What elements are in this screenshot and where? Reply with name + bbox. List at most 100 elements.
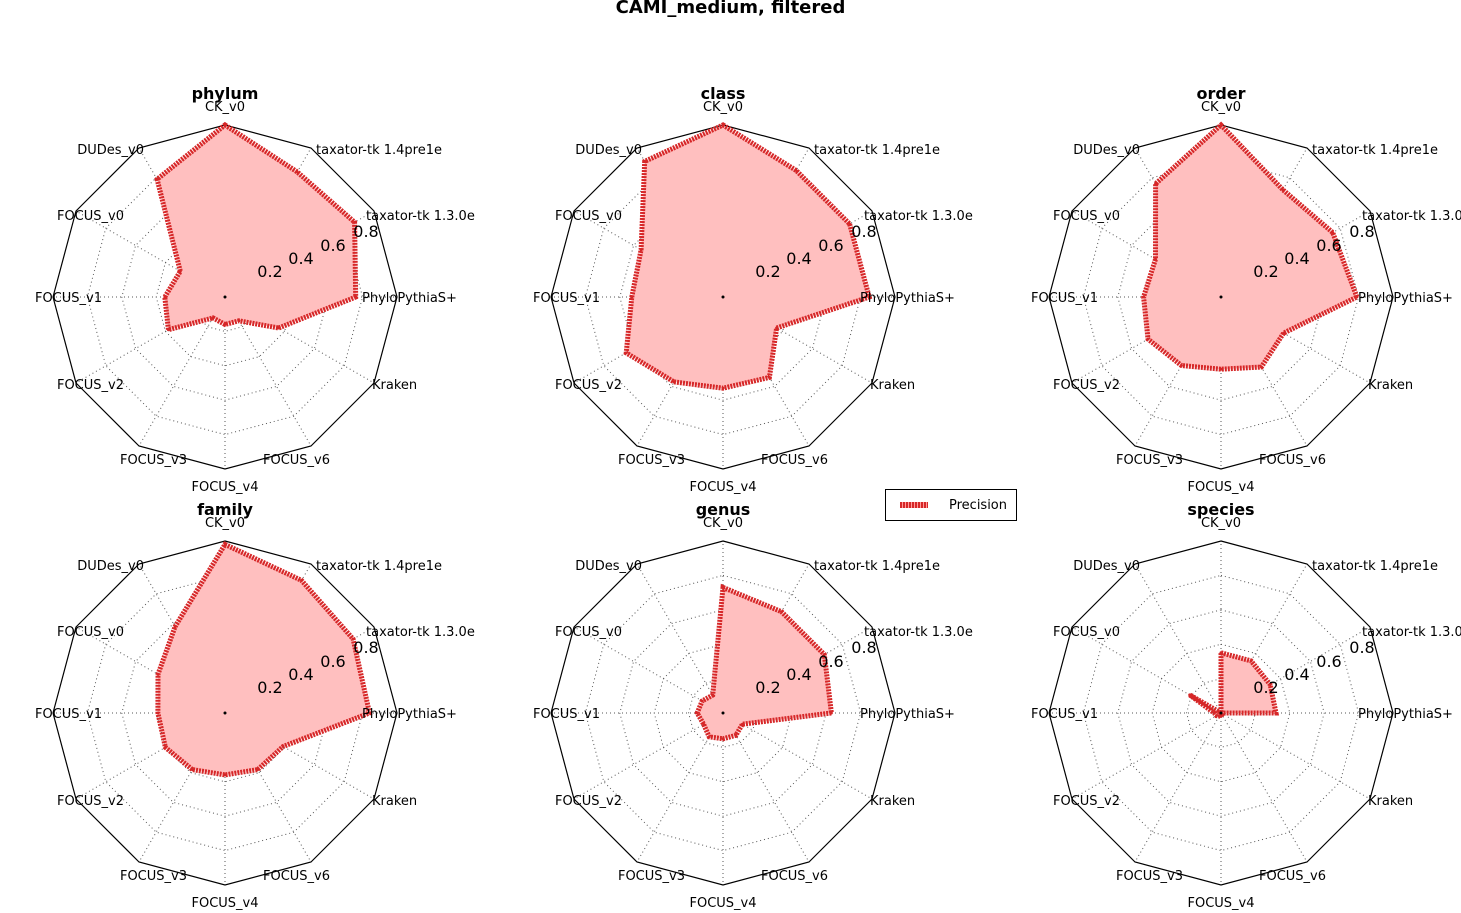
grid-spoke-5 [1220, 712, 1371, 800]
radial-tick-label: 0.8 [851, 638, 876, 657]
data-point-3 [1268, 683, 1272, 687]
series-fill-precision [697, 587, 832, 739]
axis-label: FOCUS_v0 [555, 209, 622, 224]
axis-label: FOCUS_v1 [533, 707, 600, 722]
data-point-12 [711, 693, 715, 697]
radial-tick-label: 0.6 [320, 652, 345, 671]
data-point-9 [624, 351, 628, 355]
data-point-5 [775, 326, 779, 330]
data-point-8 [672, 380, 676, 384]
data-point-4 [368, 711, 371, 715]
radial-tick-label: 0.8 [353, 222, 378, 241]
grid-spoke-6 [722, 712, 810, 863]
data-point-10 [1212, 711, 1216, 715]
data-point-1 [721, 585, 725, 589]
grid-ring-3 [1117, 193, 1325, 401]
data-point-12 [155, 177, 159, 181]
axis-label: CK_v0 [1201, 100, 1241, 115]
axis-label: taxator-tk 1.4pre1e [316, 559, 442, 574]
axis-label: FOCUS_v2 [57, 794, 124, 809]
data-point-6 [734, 733, 738, 737]
grid-spoke-12 [636, 563, 724, 714]
grid-ring-4 [584, 158, 862, 436]
axis-label: DUDes_v0 [1073, 143, 1140, 158]
data-point-1 [223, 123, 227, 127]
radar-center [1219, 295, 1223, 299]
panel-title: family [197, 500, 253, 519]
axis-label: FOCUS_v1 [1031, 707, 1098, 722]
axis-label: taxator-tk 1.3.0e [1362, 209, 1461, 224]
axis-label: CK_v0 [1201, 516, 1241, 531]
panel-title: species [1187, 500, 1254, 519]
data-point-4 [1355, 295, 1359, 299]
axis-label: FOCUS_v3 [1116, 453, 1183, 468]
axis-label: FOCUS_v0 [555, 625, 622, 640]
axis-label: CK_v0 [205, 100, 245, 115]
panel-title: phylum [192, 84, 259, 103]
data-point-8 [707, 735, 711, 739]
axis-label: FOCUS_v2 [555, 794, 622, 809]
data-point-2 [794, 168, 798, 172]
grid-ring-4 [584, 574, 862, 852]
series-fill-precision [157, 544, 370, 775]
axis-label: DUDes_v0 [77, 559, 144, 574]
radial-tick-label: 0.6 [1316, 652, 1341, 671]
axis-label: taxator-tk 1.4pre1e [814, 559, 940, 574]
panel-title: genus [696, 500, 751, 519]
data-point-8 [190, 768, 194, 772]
data-point-9 [166, 328, 170, 332]
legend-label-precision: Precision [949, 498, 1008, 513]
axis-label: FOCUS_v4 [1187, 480, 1254, 495]
axis-label: FOCUS_v4 [689, 896, 756, 911]
radar-center [721, 711, 725, 715]
axis-label: taxator-tk 1.4pre1e [316, 143, 442, 158]
data-point-6 [1259, 365, 1263, 369]
axis-label: FOCUS_v3 [1116, 869, 1183, 884]
data-point-2 [780, 610, 783, 614]
axis-label: Kraken [870, 378, 915, 393]
data-point-5 [277, 326, 281, 330]
radar-frame [1048, 540, 1394, 886]
axis-label: PhyloPythiaS+ [1358, 291, 1453, 306]
data-point-7 [1219, 367, 1223, 371]
axis-label: taxator-tk 1.4pre1e [1312, 559, 1438, 574]
data-point-3 [1331, 231, 1335, 234]
axis-label: FOCUS_v3 [120, 453, 187, 468]
axis-label: FOCUS_v4 [191, 896, 258, 911]
data-point-9 [163, 745, 167, 749]
data-point-10 [156, 711, 160, 715]
data-point-8 [211, 316, 215, 320]
axis-label: DUDes_v0 [1073, 559, 1140, 574]
data-point-8 [1179, 364, 1183, 367]
radial-tick-label: 0.6 [1316, 236, 1341, 255]
radial-tick-label: 0.2 [257, 262, 282, 281]
radar-panel-species: 0.2 0.4 0.6 0.8 CK_v0 taxator-tk 1.4pre1e taxa… [1031, 500, 1461, 911]
axis-label: FOCUS_v3 [618, 453, 685, 468]
data-point-11 [1188, 693, 1192, 697]
radar-center [223, 711, 227, 715]
radial-tick-label: 0.8 [1349, 222, 1374, 241]
data-point-1 [1219, 123, 1223, 127]
axis-label: taxator-tk 1.3.0e [864, 209, 973, 224]
data-point-2 [300, 578, 303, 582]
radial-tick-label: 0.4 [288, 249, 313, 268]
data-point-5 [281, 745, 285, 748]
radar-panel-family: 0.2 0.4 0.6 0.8 CK_v0 taxator-tk 1.4pre1e taxa… [35, 500, 475, 911]
radar-center [1219, 711, 1223, 715]
radar-panel-class: 0.2 0.4 0.6 0.8 CK_v0 taxator-tk 1.4pre1e taxa… [533, 84, 973, 495]
radar-panel-order: 0.2 0.4 0.6 0.8 CK_v0 taxator-tk 1.4pre1e taxa… [1031, 84, 1461, 495]
data-point-11 [639, 248, 643, 252]
data-point-9 [1146, 337, 1150, 341]
axis-label: taxator-tk 1.3.0e [1362, 625, 1461, 640]
axis-label: PhyloPythiaS+ [860, 707, 955, 722]
grid-spoke-11 [573, 626, 724, 714]
radar-frame [52, 124, 398, 470]
radial-tick-label: 0.8 [851, 222, 876, 241]
axis-label: FOCUS_v4 [689, 480, 756, 495]
data-point-6 [767, 375, 771, 379]
grid-spoke-6 [1220, 712, 1308, 863]
data-point-10 [695, 711, 699, 715]
data-point-7 [223, 773, 227, 777]
axis-label: PhyloPythiaS+ [860, 291, 955, 306]
